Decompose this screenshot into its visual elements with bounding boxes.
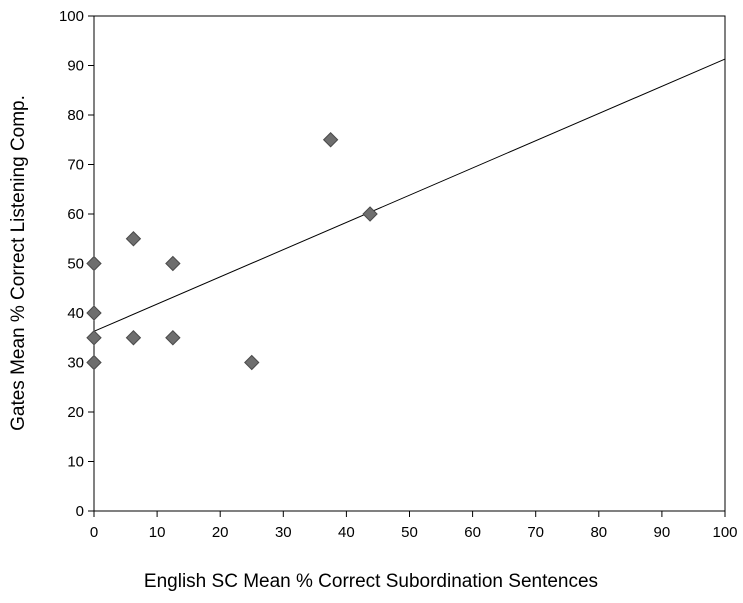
x-tick-label: 60 (464, 524, 481, 541)
data-point (125, 231, 142, 247)
y-tick-label: 40 (67, 305, 84, 322)
y-tick-label: 70 (67, 157, 84, 174)
data-point (86, 354, 102, 371)
data-point (322, 132, 339, 148)
y-tick-label: 10 (67, 454, 84, 471)
plot-area (93, 15, 726, 512)
x-axis: 0 10 20 30 40 50 60 70 80 90 100 (90, 511, 738, 541)
y-tick-label: 0 (76, 503, 84, 520)
x-tick-label: 20 (212, 524, 229, 541)
x-axis-title: English SC Mean % Correct Subordination … (144, 571, 598, 592)
data-point (86, 255, 102, 272)
x-tick-label: 70 (527, 524, 544, 541)
y-tick-label: 80 (67, 107, 84, 124)
x-tick-label: 90 (654, 524, 671, 541)
x-tick-label: 30 (275, 524, 292, 541)
y-axis-title: Gates Mean % Correct Listening Comp. (8, 95, 29, 431)
data-points (86, 132, 378, 371)
y-tick-label: 90 (67, 58, 84, 75)
x-tick-label: 100 (712, 524, 737, 541)
data-point (362, 206, 378, 222)
trendline (93, 58, 726, 332)
x-tick-label: 50 (401, 524, 418, 541)
y-tick-label: 60 (67, 206, 84, 223)
data-point (165, 330, 181, 346)
x-tick-label: 0 (90, 524, 98, 541)
x-tick-label: 80 (590, 524, 607, 541)
data-point (244, 354, 260, 371)
data-point (86, 305, 102, 321)
data-point (165, 255, 181, 272)
y-tick-label: 100 (59, 8, 84, 25)
y-tick-label: 50 (67, 256, 84, 273)
x-tick-label: 40 (338, 524, 355, 541)
data-point (125, 330, 142, 346)
x-tick-label: 10 (149, 524, 166, 541)
data-point (86, 330, 102, 346)
y-tick-label: 20 (67, 404, 84, 421)
y-tick-label: 30 (67, 355, 84, 372)
